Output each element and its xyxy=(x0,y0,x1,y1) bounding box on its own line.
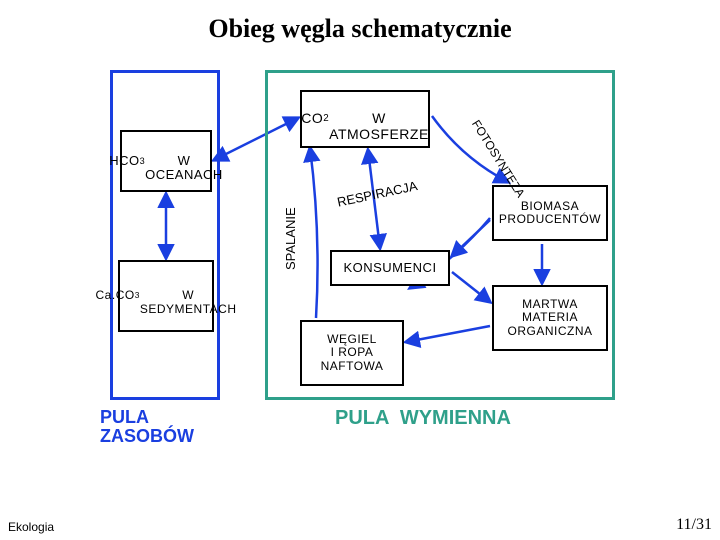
node-konsum: KONSUMENCI xyxy=(330,250,450,286)
node-hco3: HCO3W OCEANACH xyxy=(120,130,212,192)
node-caco3: Ca.CO3WSEDYMENTACH xyxy=(118,260,214,332)
page-title: Obieg węgla schematycznie xyxy=(0,14,720,44)
pool-label-zasobow: PULA ZASOBÓW xyxy=(100,408,194,446)
footer-right: 11/31 xyxy=(676,516,712,534)
node-wegiel: WĘGIELI ROPANAFTOWA xyxy=(300,320,404,386)
edge-label-4: SPALANIE xyxy=(284,207,297,270)
node-martwa: MARTWAMATERIAORGANICZNA xyxy=(492,285,608,351)
title-text: Obieg węgla schematycznie xyxy=(208,14,511,43)
footer-left: Ekologia xyxy=(8,520,54,534)
pool-zasobow xyxy=(110,70,220,400)
diagram-arena: PULA ZASOBÓWPULA WYMIENNAHCO3W OCEANACHC… xyxy=(110,70,620,450)
node-biomasa: BIOMASAPRODUCENTÓW xyxy=(492,185,608,241)
pool-label-wymienna: PULA WYMIENNA xyxy=(335,408,511,429)
node-co2: CO2W ATMOSFERZE xyxy=(300,90,430,148)
